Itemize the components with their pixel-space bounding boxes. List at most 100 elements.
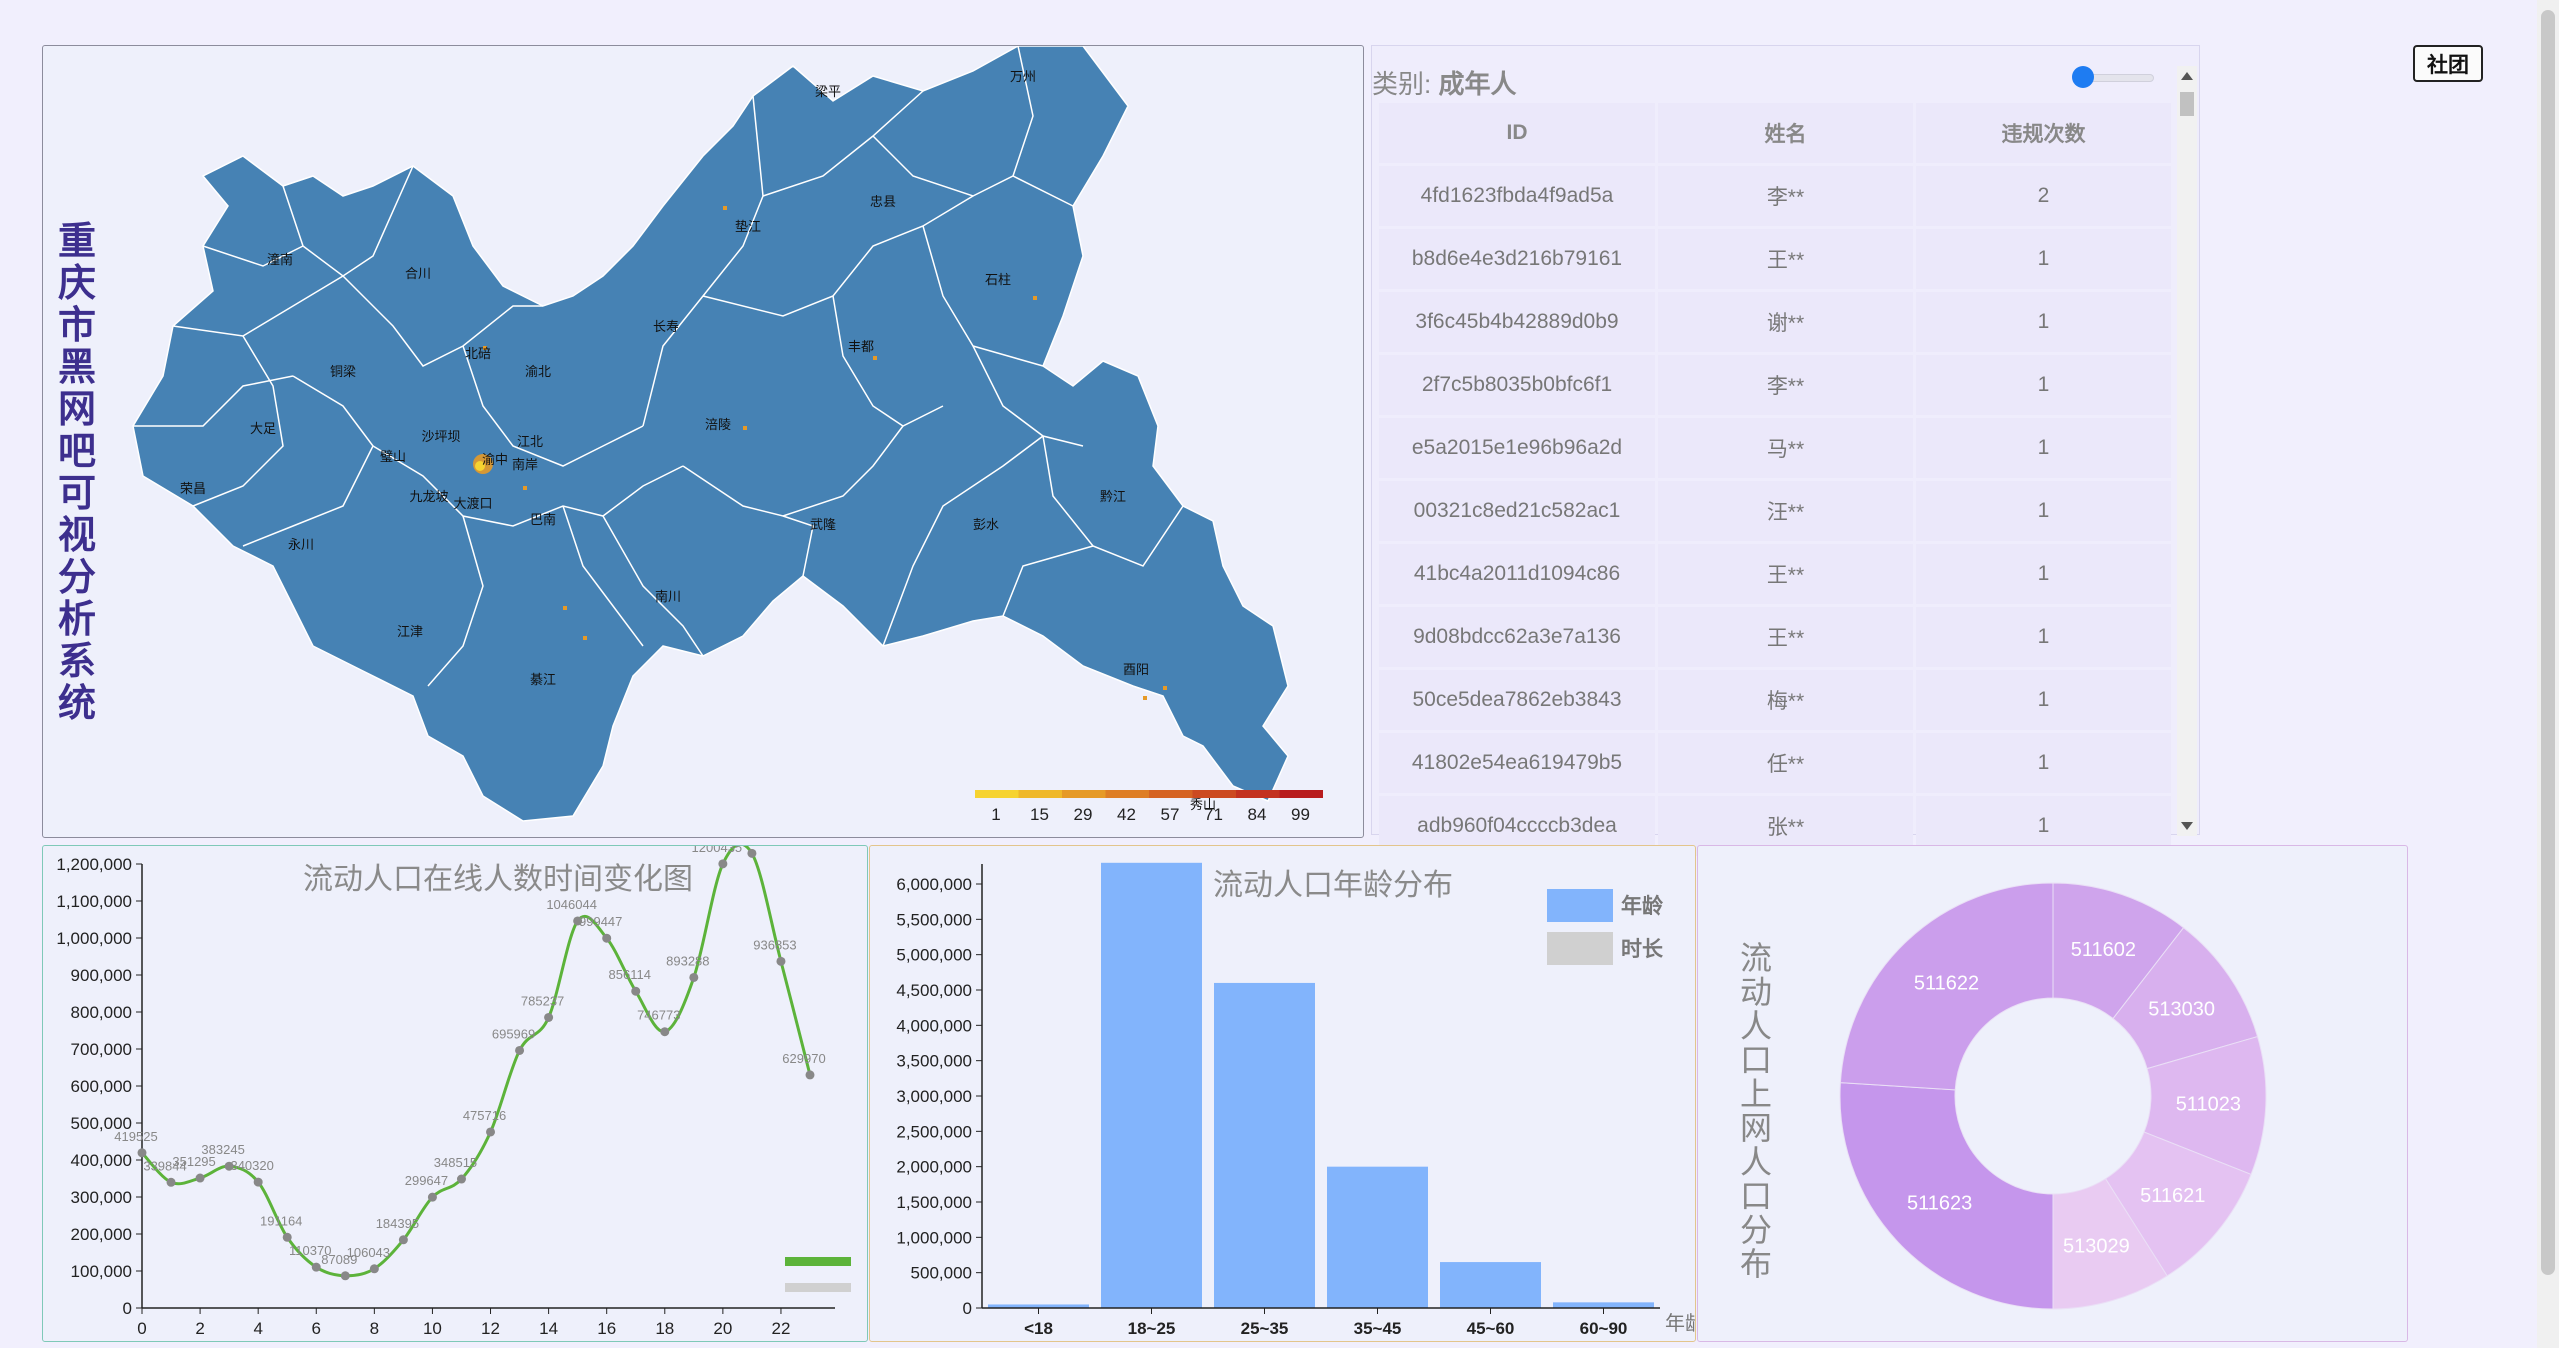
data-point[interactable] xyxy=(747,848,757,858)
hotspot-dot[interactable] xyxy=(873,356,877,360)
column-header-violations[interactable]: 违规次数 xyxy=(1916,103,2171,163)
data-point[interactable] xyxy=(369,1264,379,1274)
legend-color-step[interactable] xyxy=(975,790,1019,798)
table-row[interactable]: 00321c8ed21c582ac1 汪** 1 xyxy=(1379,481,2171,541)
legend-color-step[interactable] xyxy=(1192,790,1237,798)
y-tick-label: 900,000 xyxy=(71,966,132,985)
hotspot-dot[interactable] xyxy=(583,636,587,640)
data-point[interactable] xyxy=(573,916,583,926)
data-point[interactable] xyxy=(776,956,786,966)
hotspot-dot[interactable] xyxy=(1033,296,1037,300)
table-row[interactable]: 3f6c45b4b42889d0b9 谢** 1 xyxy=(1379,292,2171,352)
data-point[interactable] xyxy=(689,972,699,982)
data-point[interactable] xyxy=(456,1174,466,1184)
district-label: 南川 xyxy=(655,589,681,604)
cell-id: 3f6c45b4b42889d0b9 xyxy=(1379,292,1655,352)
district-label: 万州 xyxy=(1010,69,1036,84)
data-point[interactable] xyxy=(660,1027,670,1037)
cell-violations: 1 xyxy=(1916,229,2171,289)
data-point[interactable] xyxy=(718,859,728,869)
district-label: 渝中 xyxy=(482,452,508,467)
pie-slice[interactable] xyxy=(1839,1082,2054,1310)
hotspot-dot[interactable] xyxy=(1163,686,1167,690)
club-button[interactable]: 社团 xyxy=(2413,45,2483,82)
column-header-id[interactable]: ID xyxy=(1379,103,1655,163)
bar[interactable] xyxy=(1327,1166,1428,1308)
legend-swatch[interactable] xyxy=(1547,889,1613,922)
data-point[interactable] xyxy=(805,1070,815,1080)
legend-color-step[interactable] xyxy=(1149,790,1193,798)
data-label: 191164 xyxy=(260,1213,302,1228)
hotspot-dot[interactable] xyxy=(723,206,727,210)
bar[interactable] xyxy=(988,1304,1089,1308)
hotspot-dot[interactable] xyxy=(1143,696,1147,700)
bar[interactable] xyxy=(1214,982,1315,1308)
category-toggle[interactable] xyxy=(2072,66,2154,88)
data-point[interactable] xyxy=(602,933,612,943)
toggle-knob[interactable] xyxy=(2072,66,2094,88)
legend-label[interactable]: 时长 xyxy=(1621,938,1664,961)
scroll-thumb[interactable] xyxy=(2180,92,2194,116)
data-point[interactable] xyxy=(398,1235,408,1245)
scroll-down-icon[interactable] xyxy=(2181,822,2193,830)
data-point[interactable] xyxy=(515,1045,525,1055)
data-point[interactable] xyxy=(486,1127,496,1137)
legend-swatch[interactable] xyxy=(785,1257,851,1266)
bar[interactable] xyxy=(1101,862,1202,1308)
scroll-up-icon[interactable] xyxy=(2181,72,2193,80)
legend-color-step[interactable] xyxy=(1105,790,1150,798)
legend-color-step[interactable] xyxy=(1062,790,1106,798)
page-scrollbar[interactable] xyxy=(2537,0,2559,1348)
data-point[interactable] xyxy=(340,1271,350,1281)
hotspot-marker[interactable] xyxy=(475,461,485,471)
table-row[interactable]: 2f7c5b8035b0bfc6f1 李** 1 xyxy=(1379,355,2171,415)
district-label: 江津 xyxy=(397,624,423,639)
table-row[interactable]: e5a2015e1e96b96a2d 马** 1 xyxy=(1379,418,2171,478)
cell-violations: 1 xyxy=(1916,292,2171,352)
bar[interactable] xyxy=(1553,1302,1654,1308)
cell-name: 李** xyxy=(1658,166,1913,226)
data-label: 936853 xyxy=(753,937,796,952)
x-tick-label: 20 xyxy=(713,1319,732,1338)
column-header-name[interactable]: 姓名 xyxy=(1658,103,1913,163)
data-point[interactable] xyxy=(253,1177,263,1187)
series-line[interactable] xyxy=(140,842,812,1278)
hotspot-dot[interactable] xyxy=(483,346,487,350)
data-point[interactable] xyxy=(282,1232,292,1242)
data-point[interactable] xyxy=(166,1177,176,1187)
data-point[interactable] xyxy=(224,1161,234,1171)
data-point[interactable] xyxy=(427,1192,437,1202)
table-row[interactable]: 9d08bdcc62a3e7a136 王** 1 xyxy=(1379,607,2171,667)
cell-violations: 1 xyxy=(1916,670,2171,730)
legend-color-step[interactable] xyxy=(1018,790,1063,798)
legend-label[interactable]: 年龄 xyxy=(1621,894,1664,918)
data-point[interactable] xyxy=(544,1012,554,1022)
data-point[interactable] xyxy=(311,1262,321,1272)
table-row[interactable]: b8d6e4e3d216b79161 王** 1 xyxy=(1379,229,2171,289)
legend-swatch[interactable] xyxy=(1547,932,1613,965)
hotspot-dot[interactable] xyxy=(523,486,527,490)
hotspot-dot[interactable] xyxy=(743,426,747,430)
bar-chart-title: 流动人口年龄分布 xyxy=(1213,869,1453,902)
y-tick-label: 1,000,000 xyxy=(56,929,132,948)
data-point[interactable] xyxy=(195,1173,205,1183)
district-label: 涪陵 xyxy=(705,417,731,432)
legend-swatch[interactable] xyxy=(785,1283,851,1292)
data-point[interactable] xyxy=(631,986,641,996)
hotspot-dot[interactable] xyxy=(563,606,567,610)
table-row[interactable]: 41bc4a2011d1094c86 王** 1 xyxy=(1379,544,2171,604)
table-row[interactable]: 4fd1623fbda4f9ad5a 李** 2 xyxy=(1379,166,2171,226)
page-scroll-thumb[interactable] xyxy=(2541,10,2555,1275)
cell-name: 梅** xyxy=(1658,670,1913,730)
bar[interactable] xyxy=(1440,1262,1541,1308)
table-scrollbar[interactable] xyxy=(2177,66,2197,836)
legend-color-step[interactable] xyxy=(1279,790,1324,798)
table-row[interactable]: 50ce5dea7862eb3843 梅** 1 xyxy=(1379,670,2171,730)
x-tick-label: 12 xyxy=(481,1319,500,1338)
data-point[interactable] xyxy=(137,1148,147,1158)
pie-slice[interactable] xyxy=(1839,882,2054,1091)
legend-color-step[interactable] xyxy=(1236,790,1280,798)
district-label: 江北 xyxy=(517,434,543,449)
table-row[interactable]: 41802e54ea619479b5 任** 1 xyxy=(1379,733,2171,793)
